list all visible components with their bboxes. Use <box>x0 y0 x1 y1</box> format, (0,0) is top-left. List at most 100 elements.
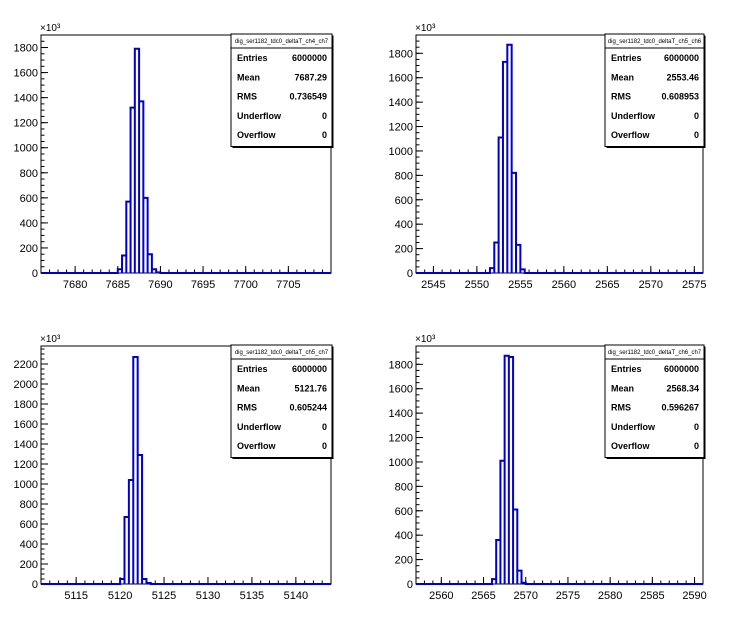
y-tick-label: 600 <box>20 519 38 531</box>
histogram-bin <box>120 579 124 584</box>
y-tick-label: 0 <box>32 268 38 280</box>
y-tick-label: 1200 <box>389 122 413 134</box>
stats-label: Underflow <box>611 111 656 121</box>
stats-value: 0 <box>322 111 327 121</box>
stats-value: 6000000 <box>292 364 327 374</box>
stats-value: 0 <box>694 422 699 432</box>
y-tick-label: 1400 <box>389 97 413 109</box>
histogram-bin <box>496 540 500 584</box>
x-tick-label: 7705 <box>276 279 300 291</box>
x-tick-label: 2585 <box>640 590 664 602</box>
stats-label: Mean <box>611 383 634 393</box>
histogram-bin <box>131 108 135 273</box>
histogram-bin <box>135 49 139 273</box>
x-tick-label: 2565 <box>595 279 619 291</box>
histogram-bin <box>156 272 160 273</box>
y-tick-label: 0 <box>32 579 38 591</box>
x-tick-label: 2590 <box>682 590 706 602</box>
stats-label: Entries <box>611 364 642 374</box>
stats-label: Underflow <box>611 422 656 432</box>
stats-label: Overflow <box>611 441 651 451</box>
stats-value: 7687.29 <box>294 72 327 82</box>
y-tick-label: 200 <box>395 555 413 567</box>
y-tick-label: 1600 <box>14 419 38 431</box>
stats-label: RMS <box>611 92 631 102</box>
x-tick-label: 2575 <box>682 279 706 291</box>
stats-box-title: dig_ser1182_tdc0_deltaT_ch4_ch7 <box>235 39 329 45</box>
y-tick-label: 1800 <box>389 359 413 371</box>
histogram-bin <box>124 517 128 584</box>
y-tick-label: 200 <box>20 559 38 571</box>
x-tick-label: 2545 <box>421 279 445 291</box>
stats-label: Overflow <box>237 441 277 451</box>
y-tick-label: 2000 <box>14 379 38 391</box>
histogram-bin <box>126 202 130 273</box>
y-tick-label: 800 <box>20 168 38 180</box>
stats-label: Mean <box>237 72 260 82</box>
stats-box-title: dig_ser1182_tdc0_deltaT_ch5_ch7 <box>235 350 329 356</box>
y-tick-label: 800 <box>20 499 38 511</box>
histogram-bin <box>152 269 156 273</box>
x-tick-label: 2565 <box>471 590 495 602</box>
y-exponent-label: ×10³ <box>415 23 436 34</box>
y-tick-label: 1000 <box>14 143 38 155</box>
stats-value: 0 <box>322 422 327 432</box>
histogram-outline <box>416 354 703 585</box>
histogram-outline <box>416 43 703 274</box>
stats-value: 2553.46 <box>666 72 699 82</box>
y-tick-label: 0 <box>407 268 413 280</box>
y-tick-label: 400 <box>20 218 38 230</box>
y-tick-label: 600 <box>20 193 38 205</box>
histogram-pad-2: 0 200 400 600 800 1000 1200 1400 1600 1800 2545 255… <box>389 23 707 291</box>
x-tick-label: 7695 <box>191 279 215 291</box>
x-tick-label: 2560 <box>552 279 576 291</box>
x-tick-label: 7685 <box>106 279 130 291</box>
histogram-bin <box>143 198 147 273</box>
histogram-bin <box>509 357 513 584</box>
y-tick-label: 200 <box>395 244 413 256</box>
stats-box <box>604 33 705 147</box>
y-tick-label: 0 <box>407 579 413 591</box>
stats-label: RMS <box>237 92 257 102</box>
stats-box <box>604 344 705 458</box>
x-tick-label: 2560 <box>429 590 453 602</box>
y-tick-label: 800 <box>395 170 413 182</box>
histogram-bin <box>507 45 511 273</box>
y-exponent-label: ×10³ <box>40 334 61 345</box>
stats-label: Entries <box>611 53 642 63</box>
stats-value: 0 <box>322 441 327 451</box>
stats-label: Underflow <box>237 111 282 121</box>
y-tick-label: 1400 <box>14 439 38 451</box>
x-tick-label: 2570 <box>639 279 663 291</box>
y-tick-label: 1000 <box>14 479 38 491</box>
histogram-bin <box>520 269 524 273</box>
y-exponent-label: ×10³ <box>40 23 61 34</box>
histogram-bin <box>139 101 143 273</box>
stats-value: 6000000 <box>664 364 699 374</box>
y-tick-label: 2200 <box>14 359 38 371</box>
y-tick-label: 1000 <box>389 146 413 158</box>
y-tick-label: 1400 <box>389 408 413 420</box>
x-tick-label: 5130 <box>196 590 220 602</box>
x-tick-label: 2570 <box>513 590 537 602</box>
stats-value: 0 <box>694 441 699 451</box>
histogram-bin <box>503 62 507 273</box>
y-tick-label: 1800 <box>389 48 413 60</box>
histogram-bin <box>138 455 142 584</box>
x-tick-label: 5115 <box>64 590 88 602</box>
histogram-bin <box>133 357 137 584</box>
x-tick-label: 7700 <box>233 279 257 291</box>
histogram-bin <box>148 254 152 273</box>
x-tick-label: 5120 <box>108 590 132 602</box>
histogram-bin <box>122 255 126 273</box>
histogram-bin <box>513 510 517 584</box>
stats-label: Mean <box>237 383 260 393</box>
x-tick-label: 5140 <box>284 590 308 602</box>
histogram-bin <box>129 480 133 584</box>
stats-value: 0 <box>322 130 327 140</box>
y-tick-label: 600 <box>395 506 413 518</box>
x-tick-label: 5135 <box>240 590 264 602</box>
histogram-bin <box>142 579 146 584</box>
stats-label: Entries <box>237 53 268 63</box>
stats-label: Mean <box>611 72 634 82</box>
